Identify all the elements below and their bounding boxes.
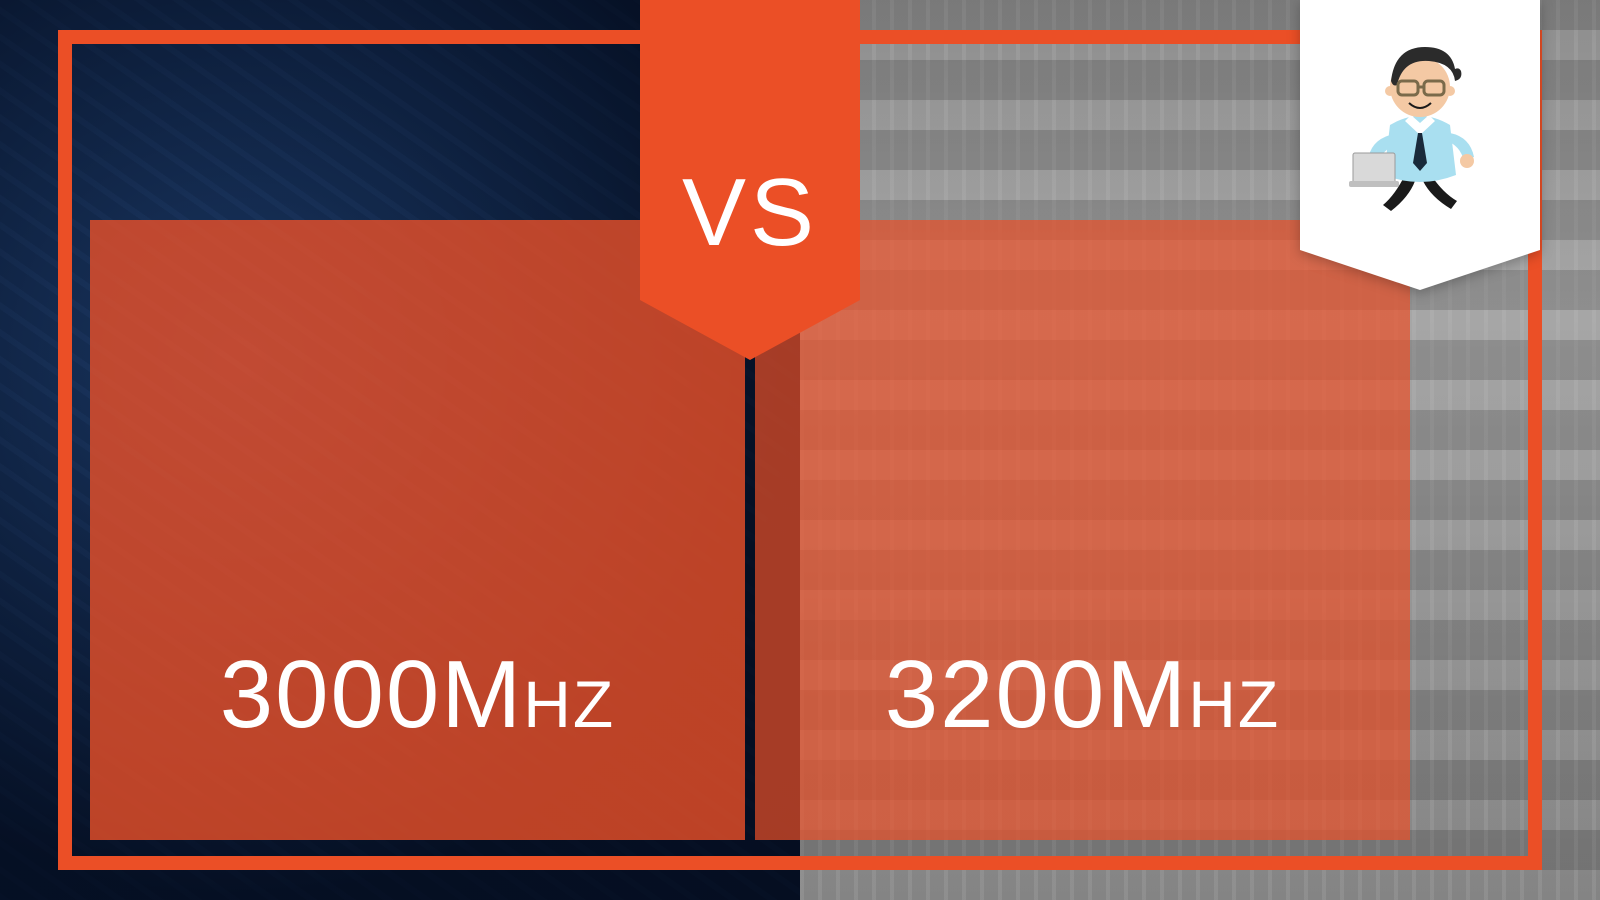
panel-right-label: 3200MHZ xyxy=(885,640,1281,750)
panel-right-unit-suffix: HZ xyxy=(1188,667,1280,741)
panel-left-label: 3000MHZ xyxy=(220,640,616,750)
vs-ribbon-body: VS xyxy=(640,0,860,300)
panel-right-unit-prefix: M xyxy=(1106,641,1188,748)
vs-ribbon: VS xyxy=(640,0,860,360)
logo-badge xyxy=(1300,0,1540,290)
panel-left-unit-suffix: HZ xyxy=(523,667,615,741)
logo-badge-tip xyxy=(1300,250,1540,290)
frame-bottom xyxy=(58,856,1542,870)
vs-ribbon-tip xyxy=(640,300,860,360)
vs-label: VS xyxy=(682,158,818,268)
logo-badge-body xyxy=(1300,0,1540,250)
panel-left-unit-prefix: M xyxy=(441,641,523,748)
panel-right-number: 3200 xyxy=(885,641,1107,748)
frame-left xyxy=(58,30,72,870)
mascot-icon xyxy=(1335,25,1505,225)
panel-left-number: 3000 xyxy=(220,641,442,748)
comparison-infographic: 3000MHZ 3200MHZ VS xyxy=(0,0,1600,900)
